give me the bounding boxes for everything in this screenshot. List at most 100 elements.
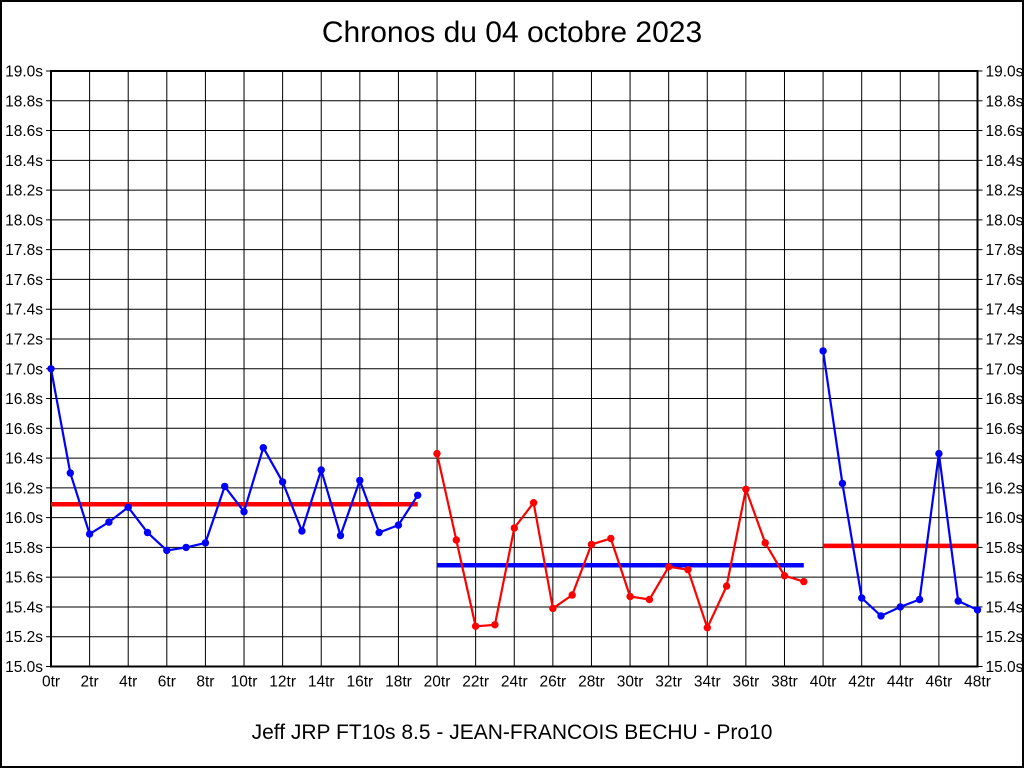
y-axis-label-right: 16.6s <box>986 421 1024 438</box>
y-axis-label-left: 18.8s <box>5 93 43 110</box>
y-axis-label-right: 15.0s <box>986 659 1024 676</box>
stint-1-laps-line <box>49 368 419 552</box>
x-axis-label: 14tr <box>308 674 335 691</box>
y-axis-label-right: 17.6s <box>986 272 1024 289</box>
y-axis-label-left: 16.8s <box>5 391 43 408</box>
y-axis-label-left: 16.0s <box>5 510 43 527</box>
stint-2-laps-point <box>800 577 808 586</box>
stint-3-laps-point <box>858 594 866 602</box>
y-axis-label-left: 18.0s <box>5 212 43 229</box>
y-axis-label-left: 19.0s <box>5 64 43 81</box>
y-axis-label-left: 18.6s <box>5 123 43 140</box>
y-axis-label-right: 18.8s <box>986 93 1024 110</box>
stint-1-laps-point <box>47 365 55 373</box>
x-axis-label: 36tr <box>733 674 760 691</box>
chart-caption: Jeff JRP FT10s 8.5 - JEAN-FRANCOIS BECHU… <box>251 721 773 744</box>
stint-2-laps-line <box>435 453 805 631</box>
y-axis-label-right: 17.4s <box>986 302 1024 319</box>
x-axis-label: 32tr <box>655 674 682 691</box>
x-axis-label: 18tr <box>385 674 412 691</box>
stint-1-laps-point <box>124 503 132 511</box>
stint-1-laps-point <box>336 531 345 540</box>
stint-1-laps-point <box>201 539 210 547</box>
stint-2-laps-point <box>761 539 769 547</box>
stint-2-laps-point <box>703 624 711 632</box>
x-axis-label: 28tr <box>578 674 605 691</box>
x-axis-label: 40tr <box>810 674 837 691</box>
stint-2-laps-point <box>665 563 673 571</box>
x-axis-label: 16tr <box>346 674 373 691</box>
x-axis-label: 44tr <box>887 674 914 691</box>
x-axis-label: 10tr <box>231 674 258 691</box>
x-axis-label: 26tr <box>539 674 566 691</box>
stint-2-laps-point <box>626 592 634 601</box>
stint-1-laps-point <box>182 543 190 552</box>
x-axis-label: 38tr <box>771 674 798 691</box>
stint-2-laps-point <box>607 534 615 543</box>
stint-1-laps-point <box>356 476 364 485</box>
y-axis-label-right: 16.0s <box>986 510 1024 527</box>
stint-3-laps-point <box>838 479 847 488</box>
x-axis-label: 2tr <box>81 674 99 691</box>
stint-2-laps-point <box>510 524 518 532</box>
stint-1-laps-point <box>66 469 75 477</box>
chart-title: Chronos du 04 octobre 2023 <box>321 16 703 49</box>
y-axis-label-right: 16.4s <box>986 451 1024 468</box>
stint-1-laps-point <box>375 528 383 537</box>
stint-1-laps-point <box>414 491 422 499</box>
y-axis-label-right: 15.8s <box>986 540 1024 557</box>
stint-3-laps-point <box>935 449 943 458</box>
stint-2-laps-point <box>529 499 538 507</box>
stint-1-laps-point <box>317 466 325 474</box>
y-axis-label-left: 15.8s <box>5 540 43 557</box>
y-axis-label-left: 18.2s <box>5 183 43 200</box>
y-axis-label-right: 16.2s <box>986 480 1024 497</box>
stint-2-laps-point <box>471 622 480 630</box>
x-axis-label: 34tr <box>694 674 721 691</box>
y-axis-label-right: 18.4s <box>986 153 1024 170</box>
stint-2-laps-point <box>568 591 576 599</box>
stint-3-laps-point <box>973 606 982 614</box>
y-axis-label-left: 15.2s <box>5 629 43 646</box>
stint-1-laps-point <box>163 546 171 555</box>
x-axis-label: 48tr <box>964 674 991 691</box>
y-axis-label-right: 17.0s <box>986 361 1024 378</box>
y-axis-label-right: 15.4s <box>986 599 1024 616</box>
stint-2-laps-point <box>433 449 441 458</box>
y-axis-label-right: 17.8s <box>986 242 1024 259</box>
stint-2-laps-point <box>742 485 750 493</box>
x-axis-label: 20tr <box>424 674 451 691</box>
y-axis-label-left: 17.2s <box>5 331 43 348</box>
stint-3-laps-point <box>954 597 962 605</box>
x-axis-label: 30tr <box>617 674 644 691</box>
x-axis-label: 42tr <box>848 674 875 691</box>
x-axis-label: 0tr <box>42 674 60 691</box>
y-axis-label-left: 17.8s <box>5 242 43 259</box>
x-axis-label: 4tr <box>119 674 137 691</box>
x-axis-label: 8tr <box>196 674 214 691</box>
y-axis-label-left: 16.6s <box>5 421 43 438</box>
stint-1-laps-point <box>298 527 306 535</box>
y-axis-label-left: 16.2s <box>5 480 43 497</box>
stint-1-laps-point <box>105 518 113 526</box>
stint-1-laps-point <box>394 521 403 529</box>
y-axis-label-left: 17.6s <box>5 272 43 289</box>
y-axis-label-right: 18.2s <box>986 183 1024 200</box>
x-axis-label: 6tr <box>158 674 176 691</box>
x-axis-label: 12tr <box>269 674 296 691</box>
y-axis-label-right: 19.0s <box>986 64 1024 81</box>
stint-1-laps-point <box>278 478 287 486</box>
stint-3-laps-point <box>819 347 827 355</box>
stint-2-laps-point <box>452 536 460 544</box>
y-axis-label-left: 15.4s <box>5 599 43 616</box>
stint-3-laps-point <box>896 603 904 611</box>
y-axis-label-left: 17.4s <box>5 302 43 319</box>
y-axis-label-left: 15.6s <box>5 570 43 587</box>
stint-2-laps-point <box>722 582 731 590</box>
y-axis-label-right: 16.8s <box>986 391 1024 408</box>
y-axis-label-right: 15.2s <box>986 629 1024 646</box>
stint-3-laps-point <box>877 612 885 620</box>
y-axis-label-right: 17.2s <box>986 331 1024 348</box>
x-axis-label: 22tr <box>462 674 489 691</box>
